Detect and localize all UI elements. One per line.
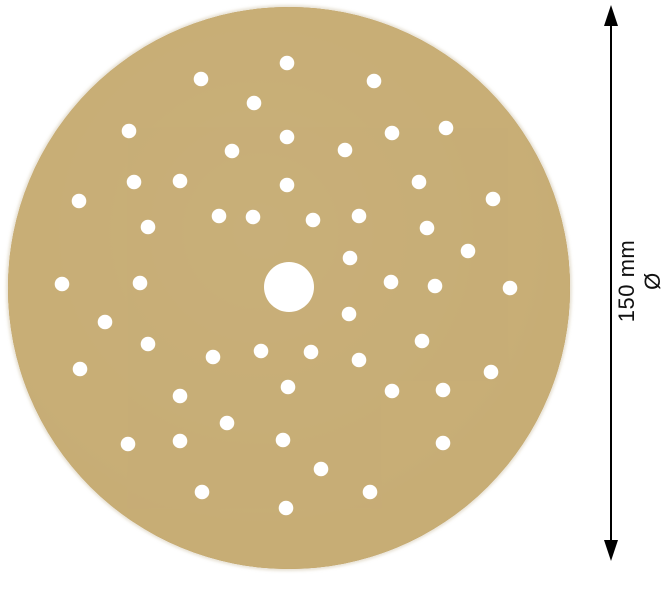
dust-hole bbox=[172, 433, 188, 449]
center-hole bbox=[264, 262, 314, 312]
dust-hole bbox=[194, 484, 210, 500]
dust-hole bbox=[71, 193, 87, 209]
dust-hole bbox=[411, 174, 427, 190]
dust-hole bbox=[502, 280, 518, 296]
dust-hole bbox=[305, 212, 321, 228]
dust-hole bbox=[485, 191, 501, 207]
dust-hole bbox=[172, 388, 188, 404]
dust-hole bbox=[435, 382, 451, 398]
dust-hole bbox=[211, 208, 227, 224]
dimension-value: 150 mm bbox=[614, 239, 639, 323]
dust-hole bbox=[246, 95, 262, 111]
dust-hole bbox=[121, 123, 137, 139]
dust-hole bbox=[337, 142, 353, 158]
dust-hole bbox=[275, 432, 291, 448]
dust-hole bbox=[384, 125, 400, 141]
dust-hole bbox=[351, 208, 367, 224]
dust-hole bbox=[384, 383, 400, 399]
dust-hole bbox=[427, 278, 443, 294]
dust-hole bbox=[219, 415, 235, 431]
dust-hole bbox=[435, 435, 451, 451]
dust-hole bbox=[341, 306, 357, 322]
dust-hole bbox=[279, 129, 295, 145]
diameter-symbol: Ø bbox=[640, 272, 665, 290]
dust-hole bbox=[205, 349, 221, 365]
dust-hole bbox=[279, 177, 295, 193]
dust-hole bbox=[280, 379, 296, 395]
dimension-label: 150 mm Ø bbox=[614, 221, 670, 341]
dust-hole bbox=[438, 120, 454, 136]
dust-hole bbox=[126, 174, 142, 190]
dust-hole bbox=[140, 219, 156, 235]
dust-hole bbox=[483, 364, 499, 380]
dust-hole bbox=[303, 344, 319, 360]
dust-hole bbox=[253, 343, 269, 359]
dust-hole bbox=[172, 173, 188, 189]
dust-hole bbox=[366, 73, 382, 89]
dust-hole bbox=[351, 352, 367, 368]
dust-hole bbox=[278, 500, 294, 516]
dust-hole bbox=[72, 361, 88, 377]
dust-hole bbox=[193, 71, 209, 87]
dust-hole bbox=[245, 209, 261, 225]
dust-hole bbox=[313, 461, 329, 477]
dust-hole bbox=[460, 243, 476, 259]
dust-hole bbox=[120, 436, 136, 452]
dust-hole bbox=[383, 274, 399, 290]
dust-hole bbox=[279, 55, 295, 71]
dust-hole bbox=[224, 143, 240, 159]
dust-hole bbox=[342, 250, 358, 266]
dust-hole bbox=[362, 484, 378, 500]
dust-hole bbox=[414, 333, 430, 349]
dust-hole bbox=[140, 336, 156, 352]
dust-hole bbox=[54, 276, 70, 292]
dust-hole bbox=[97, 314, 113, 330]
dust-hole bbox=[419, 220, 435, 236]
dust-hole bbox=[132, 275, 148, 291]
dust-extraction-holes bbox=[54, 55, 518, 516]
